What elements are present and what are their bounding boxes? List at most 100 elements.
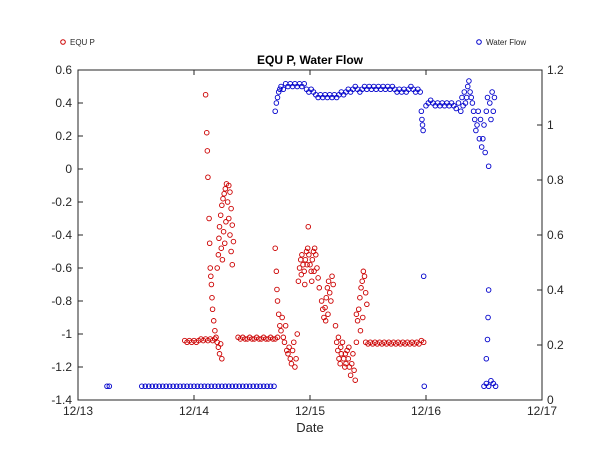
data-point [210,318,217,324]
data-point [253,383,260,390]
data-point [421,383,428,390]
data-point [357,327,364,334]
x-tick-label: 12/14 [179,404,209,418]
data-point [355,306,362,313]
data-point [226,215,232,222]
data-point [318,298,325,304]
data-point [208,281,215,288]
data-point [417,89,423,95]
data-point [308,278,315,284]
y-right-tick-label: 1.2 [547,63,564,77]
data-point [286,344,292,350]
data-point [294,331,300,337]
data-point [249,336,255,342]
data-point [274,94,281,101]
data-point [281,339,288,346]
data-point [354,318,361,324]
data-point [227,189,233,195]
data-point [337,360,343,367]
data-point [243,383,249,390]
data-point [330,281,336,288]
data-point [177,383,183,390]
data-point [465,83,471,90]
data-point [280,86,287,92]
data-point [205,174,211,180]
data-point [273,100,280,106]
data-point [309,257,316,263]
data-point [277,323,283,329]
data-point [335,334,342,341]
data-point [205,383,211,390]
data-point [270,336,276,342]
data-point [343,360,349,367]
data-point [291,339,297,346]
data-point [483,108,490,114]
y-right-tick-label: 0.4 [547,283,564,297]
y-right-tick-label: 0.8 [547,173,564,187]
data-point [139,383,145,390]
data-point [285,351,291,357]
data-point [306,252,312,258]
data-point [298,271,305,278]
data-point [292,364,298,370]
series-equ-p [181,91,427,383]
data-point [453,105,459,112]
data-point [455,100,462,106]
data-point [418,108,425,114]
data-point [304,245,311,251]
data-point [159,383,166,390]
data-point [307,261,313,268]
data-point [220,195,226,202]
data-point [335,347,341,354]
data-point [325,278,332,284]
data-point [345,356,352,362]
x-tick-label: 12/17 [527,404,557,418]
data-point [191,383,197,390]
data-point [272,108,278,114]
data-point [219,202,225,209]
data-point [206,215,212,222]
data-point [228,248,234,255]
data-point [468,94,474,101]
data-point [230,238,237,245]
data-point [242,336,248,342]
data-point [315,275,321,281]
data-point [229,261,236,268]
data-point [246,383,253,390]
data-point [222,383,229,390]
data-point [314,265,320,271]
data-point [229,383,236,390]
data-point [324,285,331,291]
data-point [311,245,318,251]
data-point [215,252,222,258]
data-point [305,223,312,230]
data-point [301,80,307,87]
data-point [323,294,329,301]
data-point [474,122,480,128]
data-point [278,327,284,334]
data-point [485,314,491,321]
data-point [277,86,283,92]
data-point [491,94,498,101]
data-point [480,135,486,142]
data-point [339,339,346,346]
data-point [271,383,277,390]
data-point [471,116,478,123]
data-point [299,252,305,258]
data-point [489,89,495,95]
data-point [351,367,357,374]
data-point [482,149,488,156]
data-point [214,265,220,271]
y-right-tick-label: 0.2 [547,338,564,352]
data-point [301,268,307,275]
y-left-tick-label: -0.6 [51,261,72,275]
data-point [467,89,473,95]
legend-label-water-flow: Water Flow [486,38,526,47]
data-point [353,311,360,317]
data-point [146,383,152,390]
data-point [346,344,352,350]
data-point [219,356,225,362]
y-right-tick-label: 0 [547,393,554,407]
data-point [208,273,214,280]
